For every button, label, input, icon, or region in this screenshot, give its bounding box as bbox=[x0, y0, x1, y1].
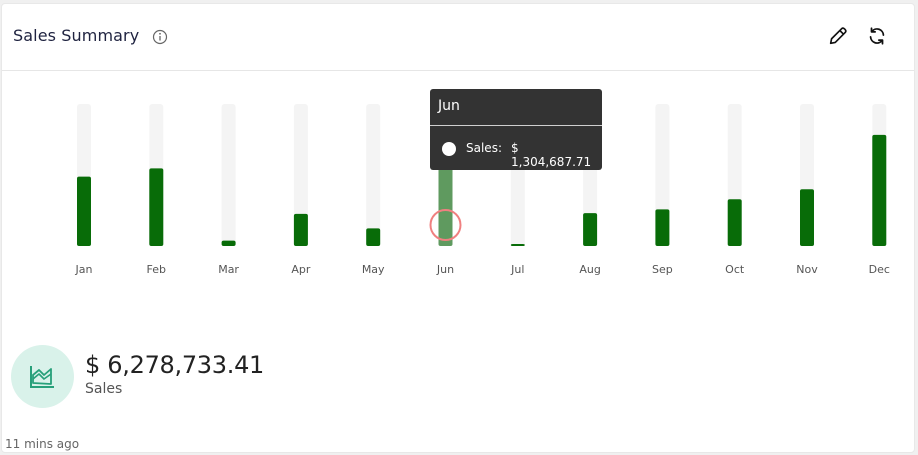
x-tick-label: Jun bbox=[436, 263, 454, 276]
bar-may[interactable] bbox=[366, 228, 381, 246]
x-tick-label: Dec bbox=[869, 263, 890, 276]
x-tick-label: Apr bbox=[291, 263, 311, 276]
card-header: Sales Summary bbox=[2, 4, 914, 71]
x-tick-label: Jul bbox=[510, 263, 524, 276]
bar-jul[interactable] bbox=[510, 244, 525, 246]
area-chart-icon bbox=[11, 345, 74, 408]
chart-tooltip: Jun Sales: $ 1,304,687.71 bbox=[430, 89, 602, 170]
x-tick-label: Oct bbox=[725, 263, 745, 276]
x-tick-label: Mar bbox=[218, 263, 239, 276]
bar-sep[interactable] bbox=[655, 209, 670, 246]
total-sales-label: Sales bbox=[85, 381, 123, 397]
x-tick-label: Nov bbox=[796, 263, 818, 276]
tooltip-divider bbox=[430, 125, 602, 126]
info-circle-icon[interactable] bbox=[152, 29, 168, 45]
tooltip-series-label: Sales: bbox=[466, 141, 502, 155]
x-tick-label: Sep bbox=[652, 263, 673, 276]
bar-track-may bbox=[366, 104, 381, 246]
bar-oct[interactable] bbox=[727, 199, 742, 246]
total-sales-value: $ 6,278,733.41 bbox=[85, 351, 265, 379]
bar-apr[interactable] bbox=[293, 213, 308, 246]
monthly-sales-bar-chart[interactable]: Jan Feb Mar Apr May Jun Jul Aug Sep Oct Nov Dec bbox=[0, 0, 918, 290]
cursor-highlight-ring bbox=[429, 209, 462, 241]
bar-jan[interactable] bbox=[77, 176, 91, 246]
card-title: Sales Summary bbox=[13, 26, 140, 45]
x-tick-label: Jan bbox=[75, 263, 93, 276]
x-tick-label: Feb bbox=[147, 263, 166, 276]
bar-aug[interactable] bbox=[583, 213, 598, 246]
refresh-icon[interactable] bbox=[866, 25, 888, 47]
pencil-icon[interactable] bbox=[827, 25, 849, 47]
tooltip-value: $ 1,304,687.71 bbox=[511, 141, 592, 169]
bar-dec[interactable] bbox=[872, 134, 887, 246]
tooltip-series-marker bbox=[442, 142, 456, 156]
x-tick-label: Aug bbox=[579, 263, 600, 276]
bar-feb[interactable] bbox=[149, 168, 164, 246]
bar-track-apr bbox=[293, 104, 308, 246]
bar-track-mar bbox=[221, 104, 236, 246]
x-tick-label: May bbox=[362, 263, 385, 276]
bar-jun[interactable] bbox=[438, 163, 453, 246]
bar-nov[interactable] bbox=[800, 189, 814, 246]
bar-mar[interactable] bbox=[221, 240, 236, 246]
tooltip-title: Jun bbox=[438, 98, 460, 114]
last-updated-text: 11 mins ago bbox=[5, 437, 80, 451]
